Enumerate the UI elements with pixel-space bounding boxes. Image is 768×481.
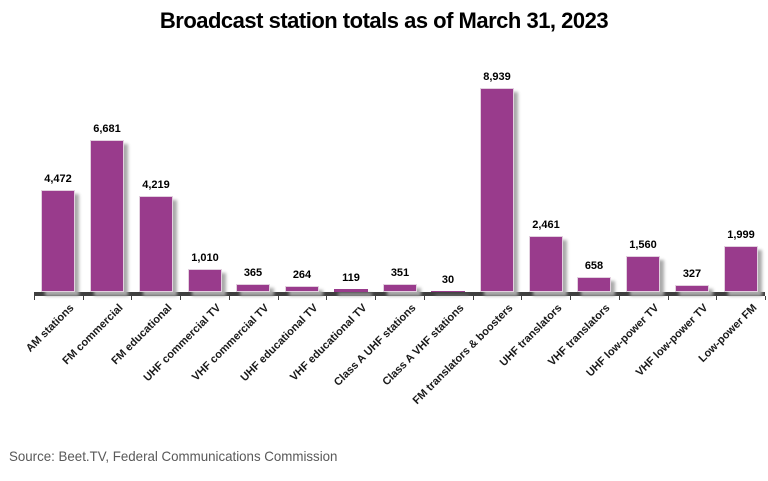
x-axis-tick [180, 296, 181, 300]
value-label: 327 [682, 268, 702, 280]
bar [90, 140, 124, 292]
value-label: 351 [390, 267, 410, 279]
bar [724, 246, 758, 292]
value-label: 658 [584, 260, 604, 272]
value-label: 4,472 [44, 173, 72, 185]
x-axis-tick [34, 296, 35, 300]
x-axis-tick [765, 296, 766, 300]
x-axis-line [34, 292, 765, 296]
bar [431, 291, 465, 292]
bar [334, 289, 368, 292]
value-label: 30 [441, 274, 455, 286]
x-axis-tick [326, 296, 327, 300]
bar [577, 277, 611, 292]
x-axis-tick [229, 296, 230, 300]
bar [626, 256, 660, 292]
x-axis-tick [83, 296, 84, 300]
x-axis-tick [521, 296, 522, 300]
value-label: 1,010 [191, 252, 219, 264]
x-axis-tick [570, 296, 571, 300]
bar [236, 284, 270, 292]
x-axis-tick [619, 296, 620, 300]
bar [285, 286, 319, 292]
value-label: 4,219 [142, 179, 170, 191]
x-axis-tick [716, 296, 717, 300]
x-axis-tick [278, 296, 279, 300]
x-axis-tick [668, 296, 669, 300]
bar [529, 236, 563, 292]
bar [480, 88, 514, 292]
value-label: 1,560 [629, 239, 657, 251]
bar [139, 196, 173, 292]
bar [188, 269, 222, 292]
value-label: 264 [292, 269, 312, 281]
bar [675, 285, 709, 292]
value-label: 6,681 [93, 123, 121, 135]
x-axis-tick [131, 296, 132, 300]
value-label: 2,461 [532, 219, 560, 231]
value-label: 1,999 [727, 229, 755, 241]
value-label: 8,939 [483, 71, 511, 83]
x-axis-tick [375, 296, 376, 300]
value-label: 365 [243, 267, 263, 279]
x-axis-tick [473, 296, 474, 300]
value-label: 119 [342, 272, 360, 284]
x-axis-tick [424, 296, 425, 300]
source-attribution: Source: Beet.TV, Federal Communications … [9, 448, 338, 464]
chart-title: Broadcast station totals as of March 31,… [159, 8, 609, 33]
bar [383, 284, 417, 292]
bar [41, 190, 75, 292]
